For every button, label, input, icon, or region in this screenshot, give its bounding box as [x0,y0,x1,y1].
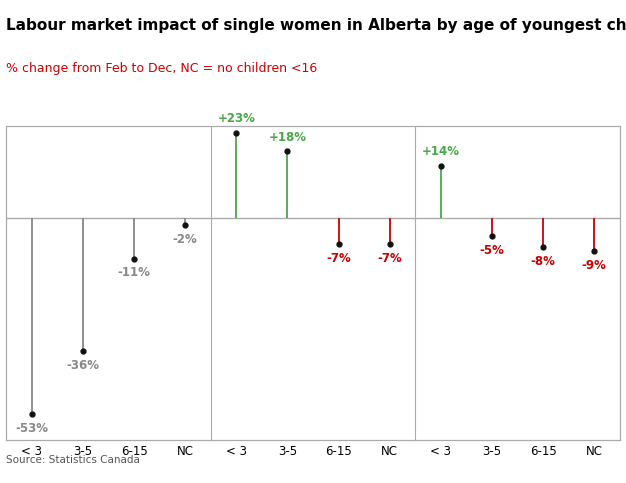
Text: -36%: -36% [66,359,100,372]
Text: -7%: -7% [326,252,351,265]
Text: Labour force participation: Labour force participation [221,102,418,115]
Text: +18%: +18% [269,130,307,143]
Text: -7%: -7% [377,252,402,265]
Text: -8%: -8% [531,256,555,269]
Text: Source: Statistics Canada: Source: Statistics Canada [6,455,140,465]
Text: -2%: -2% [173,233,198,246]
Text: Labour market impact of single women in Alberta by age of youngest child: Labour market impact of single women in … [6,18,626,33]
Text: -11%: -11% [118,267,150,279]
Text: +23%: +23% [217,112,255,125]
Text: Employment rate: Employment rate [426,102,554,115]
Text: % change from Feb to Dec, NC = no children <16: % change from Feb to Dec, NC = no childr… [6,62,317,75]
Text: +14%: +14% [422,145,460,158]
Text: -53%: -53% [15,422,48,435]
Text: -9%: -9% [582,259,607,272]
Text: -5%: -5% [480,244,505,257]
Text: Population: Population [16,102,98,115]
